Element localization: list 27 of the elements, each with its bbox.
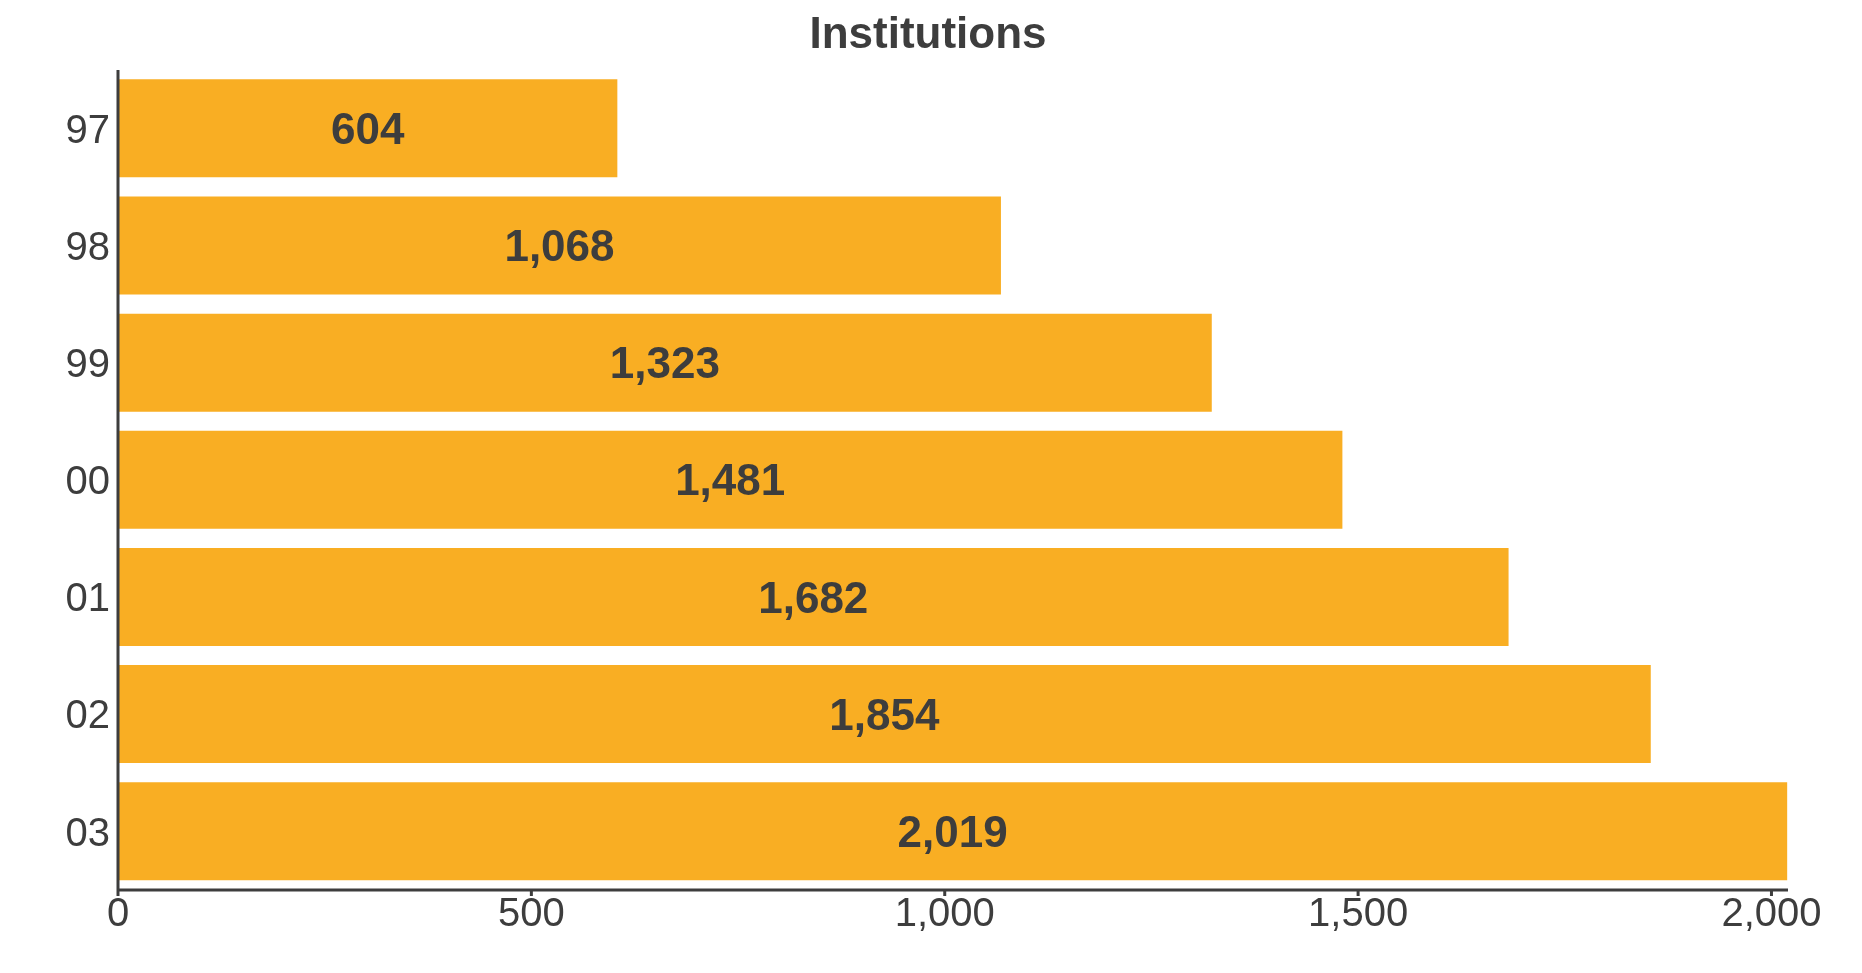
chart-title: Institutions	[808, 8, 1048, 59]
x-tick-label: 0	[106, 890, 130, 935]
y-tick-label: 98	[65, 223, 110, 268]
data-label: 1,323	[609, 338, 720, 388]
data-label: 604	[330, 103, 405, 153]
x-tick-label: 2,000	[1721, 890, 1822, 935]
y-tick-label: 97	[65, 106, 110, 151]
bar	[118, 665, 1651, 764]
bar	[118, 430, 1343, 529]
y-tick-label: 03	[65, 809, 110, 854]
x-tick-label: 1,000	[894, 890, 995, 935]
bar	[118, 547, 1509, 646]
data-label: 1,854	[829, 689, 940, 739]
data-label: 1,682	[758, 572, 869, 622]
data-label: 1,481	[675, 455, 786, 505]
bar	[118, 79, 618, 178]
bar	[118, 313, 1212, 412]
bar	[118, 782, 1788, 881]
x-tick-label: 500	[497, 890, 565, 935]
bar	[118, 196, 1001, 295]
x-tick-label: 1,500	[1308, 890, 1409, 935]
y-tick-label: 02	[65, 692, 110, 737]
y-tick-label: 99	[65, 341, 110, 386]
data-label: 2,019	[897, 806, 1008, 856]
y-tick-label: 00	[65, 458, 110, 503]
data-label: 1,068	[504, 221, 615, 271]
y-tick-label: 01	[65, 575, 110, 620]
